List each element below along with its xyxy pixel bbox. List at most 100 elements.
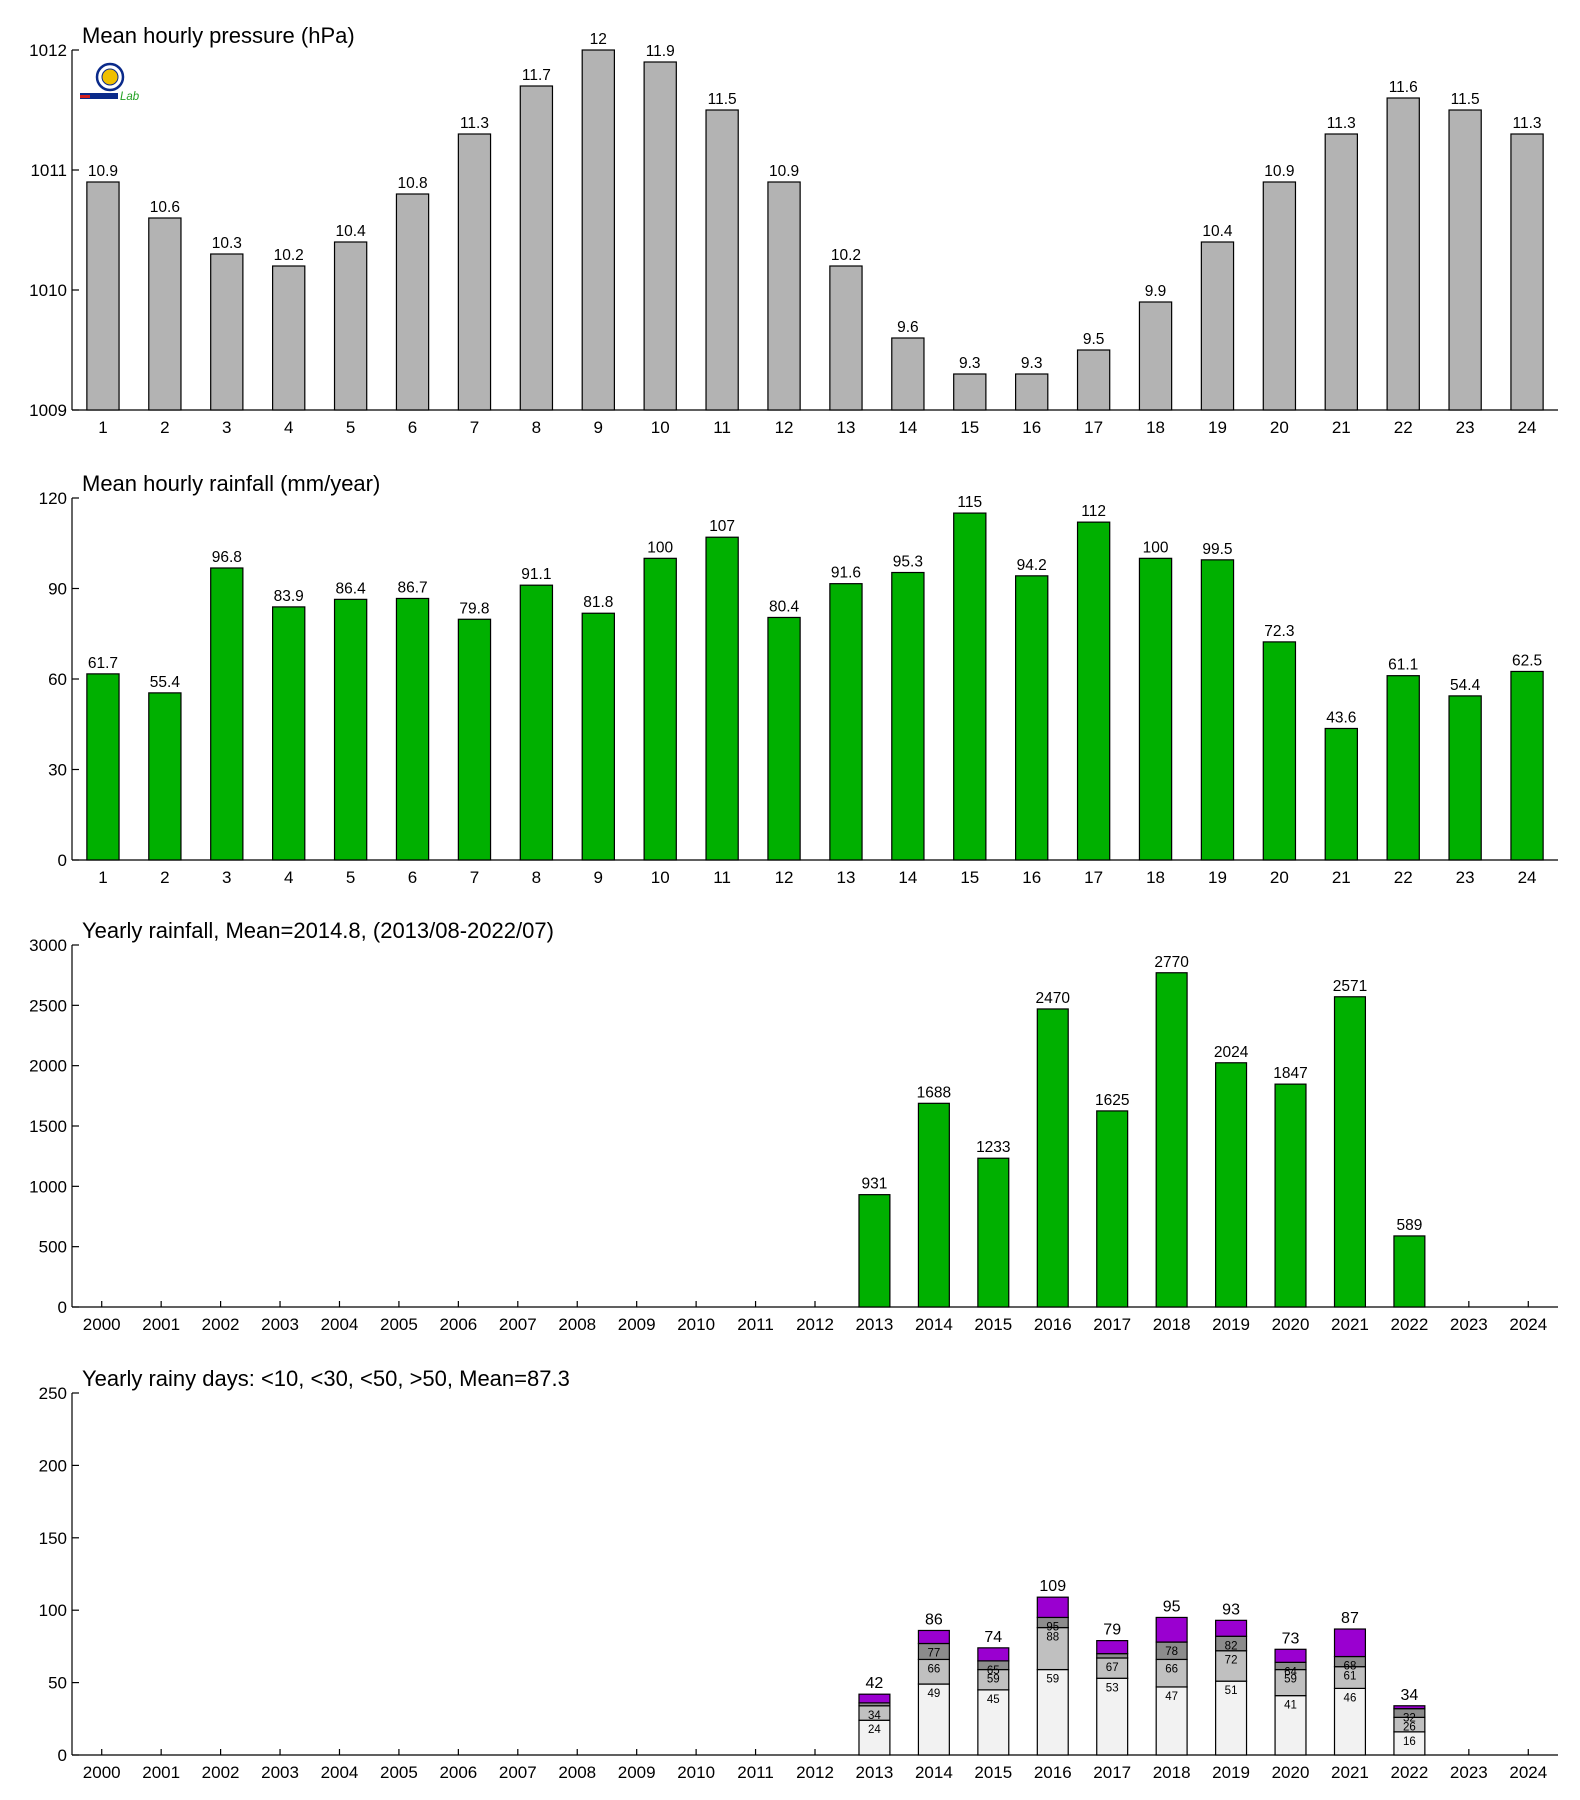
x-tick-label: 2 [160,418,169,437]
bar [643,61,677,411]
bar [1096,1110,1129,1308]
x-tick-label: 4 [284,868,293,887]
x-tick-label: 14 [898,868,917,887]
segment-label: 59 [1284,1674,1297,1686]
x-tick-label: 16 [1022,868,1041,887]
bar-value-label: 2770 [1154,954,1189,971]
bar-value-label: 10.4 [336,223,367,240]
bar [333,598,368,861]
x-tick-label: 3 [222,418,231,437]
x-tick-label: 2002 [202,1315,240,1334]
bar-value-label: 115 [957,494,982,511]
segment-label: 47 [1165,1691,1178,1703]
bar-value-label: 11.7 [522,67,551,84]
x-tick-label: 2003 [261,1315,299,1334]
x-tick-label: 2015 [974,1763,1012,1782]
segment-label: 45 [987,1694,1000,1706]
logo-wordmark-accent [80,95,90,98]
y-tick-label: 1012 [29,41,67,60]
bar-value-label: 10.6 [150,199,180,216]
stack-segment [1096,1653,1129,1659]
bar [1215,1062,1248,1308]
y-tick-label: 100 [39,1601,67,1620]
bar [1386,97,1420,411]
y-tick-label: 120 [39,489,67,508]
x-tick-label: 2018 [1153,1315,1191,1334]
yearly-rainfall-panel: 0 500 1000 1500 2000 2500 3000 Yearly rainfall,… [29,918,1558,1334]
bar-value-label: 80.4 [769,598,800,615]
segment-label: 46 [1344,1692,1357,1704]
bar [977,1157,1010,1308]
bar-value-label: 9.3 [959,355,981,372]
bar-value-label: 2024 [1214,1044,1249,1061]
x-tick-label: 2005 [380,1763,418,1782]
x-tick-label: 17 [1084,868,1103,887]
bar [1262,181,1297,411]
stack-total-label: 74 [984,1629,1002,1646]
segment-label: 65 [987,1665,1000,1677]
bar [858,1194,891,1308]
x-tick-label: 2023 [1450,1315,1488,1334]
bar [457,133,492,411]
bar [1324,133,1358,411]
x-tick-label: 2009 [618,1763,656,1782]
x-tick-label: 2004 [321,1315,359,1334]
x-tick-label: 6 [408,868,417,887]
bar [148,217,182,411]
y-tick-label: 2500 [29,996,67,1015]
x-tick-label: 2019 [1212,1315,1250,1334]
bar [1274,1083,1307,1308]
x-tick-label: 13 [836,418,855,437]
bar-value-label: 931 [862,1176,888,1193]
x-tick-label: 2003 [261,1763,299,1782]
x-tick-label: 2013 [856,1763,894,1782]
stack-total-label: 86 [925,1611,943,1628]
x-tick-label: 11 [713,868,731,887]
stack-total-label: 42 [866,1675,884,1692]
bar-value-label: 96.8 [212,549,242,566]
stack-segment [1215,1650,1248,1682]
y-tick-label: 0 [58,1298,67,1317]
x-tick-label: 2000 [83,1315,121,1334]
x-tick-label: 2012 [796,1315,834,1334]
stack-segment [1274,1648,1307,1663]
bar-value-label: 2571 [1333,978,1367,995]
x-tick-label: 2001 [142,1315,180,1334]
bar [767,616,801,861]
x-tick-label: 2010 [677,1315,715,1334]
x-tick-label: 2018 [1153,1763,1191,1782]
bar [1510,133,1544,411]
bar-value-label: 112 [1081,503,1106,520]
bar [643,557,677,861]
x-tick-label: 2007 [499,1763,537,1782]
x-tick-label: 7 [470,418,479,437]
stack-segment [917,1629,950,1645]
y-tick-label: 500 [39,1238,67,1257]
x-tick-label: 8 [532,868,541,887]
y-tick-label: 250 [39,1384,67,1403]
bar-value-label: 11.3 [460,115,489,132]
stack-segment [1274,1668,1307,1697]
bar [395,193,430,411]
bar-value-label: 72.3 [1264,623,1294,640]
y-tick-label: 1009 [29,401,67,420]
x-tick-label: 5 [346,418,355,437]
y-tick-label: 60 [48,670,67,689]
segment-label: 49 [927,1688,940,1700]
segment-label: 59 [1046,1674,1059,1686]
x-tick-label: 23 [1456,418,1475,437]
stack-segment [1393,1705,1426,1710]
stack-segment [1155,1616,1188,1643]
y-tick-label: 90 [48,580,67,599]
bar [457,618,492,861]
station-logo: Lab [80,62,140,103]
x-tick-label: 2024 [1509,1763,1547,1782]
x-tick-label: 2008 [558,1763,596,1782]
bar-value-label: 11.6 [1389,79,1418,96]
x-tick-label: 2014 [915,1315,953,1334]
bar [1333,996,1367,1308]
x-tick-label: 4 [284,418,293,437]
bar-value-label: 12 [590,31,607,48]
x-tick-label: 1 [98,868,107,887]
x-tick-label: 2013 [856,1315,894,1334]
